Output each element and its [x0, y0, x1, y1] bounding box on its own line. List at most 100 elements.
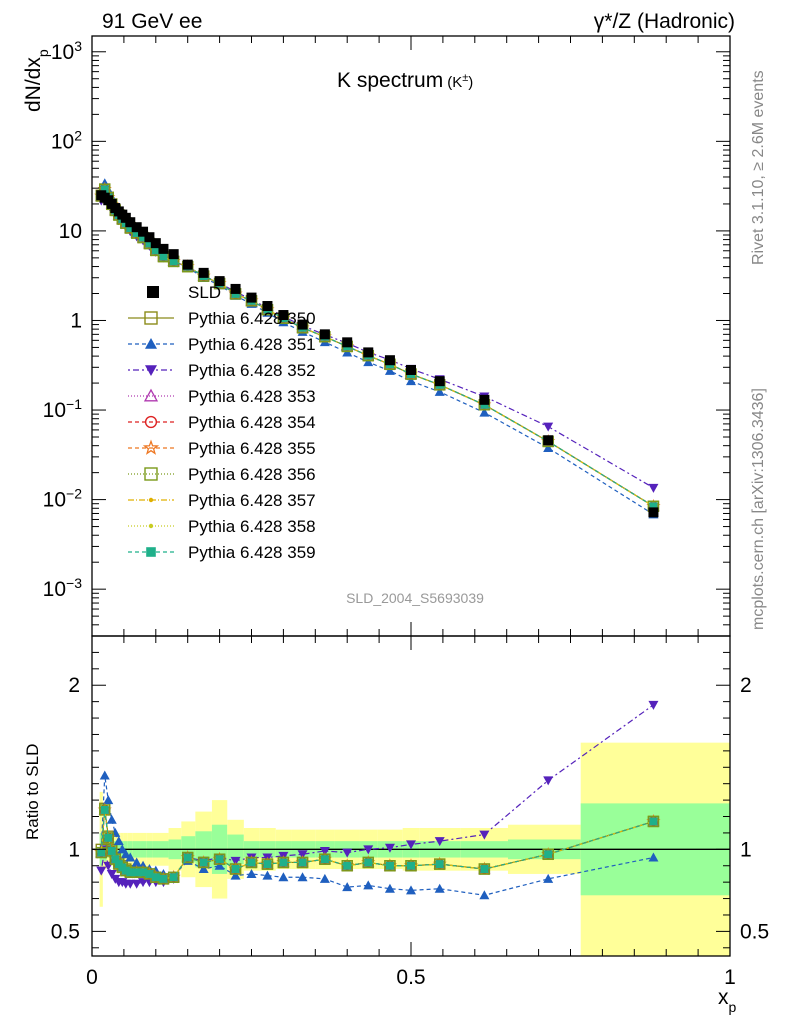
ratio-point	[100, 805, 109, 814]
ratio-plot: 0 0.5 10.5 0.51 12 2	[51, 635, 769, 989]
legend-label: Pythia 6.428 354	[188, 413, 316, 432]
data-point	[479, 394, 490, 405]
series-line-main	[100, 181, 654, 515]
ratio-point	[99, 770, 110, 780]
ratio-point	[342, 848, 353, 858]
data-point	[150, 238, 161, 249]
ratio-point	[138, 878, 149, 888]
data-point	[342, 337, 353, 348]
ratio-point	[125, 852, 136, 862]
ratio-y-tick-label-right: 2	[740, 674, 752, 697]
series-point	[169, 257, 178, 266]
legend-marker	[144, 311, 158, 325]
data-point	[434, 376, 445, 387]
legend-marker	[148, 497, 154, 503]
ratio-point	[362, 856, 374, 869]
series-point	[479, 407, 490, 417]
ratio-point	[262, 870, 273, 880]
rivet-label: Rivet 3.1.10, ≥ 2.6M events	[750, 70, 767, 265]
ratio-point	[542, 848, 554, 860]
series-line-main	[100, 187, 654, 507]
legend-label: Pythia 6.428 358	[188, 517, 316, 536]
ratio-point	[159, 874, 168, 883]
ratio-point	[298, 858, 307, 867]
data-point	[131, 222, 142, 233]
x-tick-label: 1	[724, 966, 736, 989]
ratio-point	[107, 846, 116, 855]
data-point	[543, 435, 554, 446]
ratio-point	[139, 868, 148, 877]
ratio-point	[279, 858, 288, 867]
ratio-point	[363, 880, 374, 890]
ratio-point	[297, 850, 308, 860]
ratio-point	[543, 776, 554, 786]
ratio-point	[131, 879, 142, 889]
series-point	[406, 376, 416, 386]
data-point	[262, 301, 273, 312]
data-point	[198, 267, 209, 278]
y-tick-label: 10−2	[43, 486, 83, 512]
x-tick-label: 0	[86, 966, 98, 989]
legend-label: Pythia 6.428 352	[188, 361, 316, 380]
series-point	[543, 422, 554, 432]
ratio-point	[197, 856, 210, 869]
series-line-main	[100, 196, 654, 489]
series-point	[126, 224, 135, 233]
ratio-y-tick-label: 1	[68, 838, 80, 861]
ratio-point	[151, 873, 160, 882]
ratio-point	[183, 853, 192, 862]
data-point	[246, 292, 257, 303]
data-point	[648, 507, 659, 518]
series-line-ratio	[100, 704, 654, 885]
ratio-point	[96, 866, 107, 876]
legend-marker	[144, 467, 158, 481]
ratio-point	[181, 851, 194, 864]
series-point	[384, 365, 395, 375]
header-left: 91 GeV ee	[102, 10, 202, 33]
main-ylabel: dN/dxp	[22, 49, 51, 112]
data-point	[406, 364, 416, 375]
ratio-point	[434, 837, 445, 847]
ratio-point	[649, 817, 658, 826]
series-point	[434, 386, 445, 396]
ratio-point	[278, 872, 289, 882]
ratio-point	[648, 852, 659, 862]
ratio-point	[364, 858, 373, 867]
legend-label: Pythia 6.428 357	[188, 491, 316, 510]
legend: SLD Pythia 6.428 350 Pythia 6.428 351 Pythi…	[128, 283, 316, 562]
ratio-point	[120, 849, 131, 859]
series-point	[100, 185, 109, 194]
series-line-main	[100, 187, 654, 507]
ratio-point	[435, 860, 444, 869]
y-tick-label: 10−3	[43, 575, 83, 601]
series-point	[648, 483, 659, 493]
data-point	[125, 217, 136, 228]
legend-label: Pythia 6.428 350	[188, 309, 316, 328]
xlabel: xp	[718, 986, 737, 1015]
ratio-point	[126, 868, 135, 877]
legend-label: Pythia 6.428 355	[188, 439, 316, 458]
ratio-point	[97, 848, 106, 857]
ratio-point	[229, 863, 242, 875]
legend-label: Pythia 6.428 351	[188, 335, 316, 354]
ratio-y-tick-label-right: 1	[740, 838, 752, 861]
ratio-point	[125, 879, 136, 889]
series-line-main	[100, 187, 654, 507]
ratio-point	[319, 873, 330, 883]
series-point	[151, 246, 160, 255]
analysis-label: SLD_2004_S5693039	[346, 590, 484, 606]
legend-marker	[145, 365, 157, 376]
ratio-point	[406, 885, 416, 895]
ratio-point	[319, 846, 330, 856]
ratio-point	[231, 865, 240, 874]
data-point	[230, 283, 241, 294]
chart-title: K spectrum (K±)	[337, 69, 473, 92]
ratio-point	[199, 858, 208, 867]
ratio-point	[121, 866, 130, 875]
series-point	[159, 252, 168, 261]
data-point	[363, 347, 374, 358]
ratio-point	[480, 865, 489, 874]
ratio-y-tick-label: 0.5	[51, 920, 80, 943]
series-point	[145, 239, 154, 248]
